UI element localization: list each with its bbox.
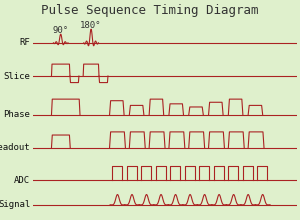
Text: 90°: 90° — [53, 26, 69, 35]
Text: Slice: Slice — [4, 72, 30, 81]
Text: Pulse Sequence Timing Diagram: Pulse Sequence Timing Diagram — [41, 4, 259, 17]
Text: Readout: Readout — [0, 143, 30, 152]
Text: Signal: Signal — [0, 200, 30, 209]
Text: Phase: Phase — [4, 110, 30, 119]
Text: ADC: ADC — [14, 176, 30, 185]
Text: 180°: 180° — [80, 21, 102, 30]
Text: RF: RF — [20, 38, 30, 47]
